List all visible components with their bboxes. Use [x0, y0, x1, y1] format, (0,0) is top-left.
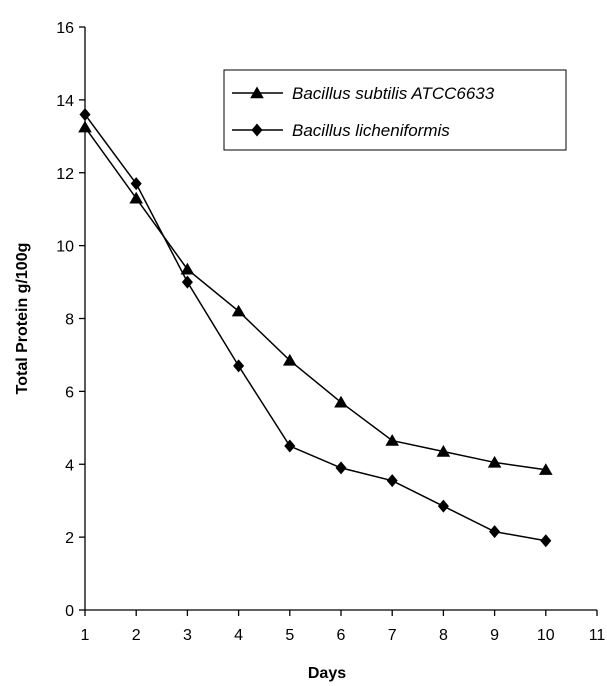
x-tick-label: 11	[589, 627, 606, 644]
data-point-triangle	[436, 444, 451, 457]
data-point-triangle	[334, 395, 348, 408]
data-point-diamond	[386, 474, 398, 488]
series-layer	[78, 107, 553, 548]
x-tick-label: 8	[439, 627, 448, 644]
data-point-diamond	[489, 525, 501, 539]
y-tick-label: 14	[56, 93, 74, 110]
x-tick-label: 6	[337, 627, 346, 644]
data-point-diamond	[130, 177, 142, 191]
y-tick-label: 16	[56, 20, 74, 37]
legend: Bacillus subtilis ATCC6633 Bacillus lich…	[223, 69, 567, 151]
data-point-diamond	[181, 275, 193, 289]
legend-entry-bacillus-subtilis: Bacillus subtilis ATCC6633	[232, 84, 495, 103]
data-point-triangle	[282, 353, 297, 366]
series-triangle	[78, 120, 553, 475]
y-tick-label: 2	[65, 530, 74, 547]
data-point-triangle	[538, 463, 553, 475]
y-tick-label: 12	[56, 166, 74, 183]
data-point-diamond	[437, 499, 449, 513]
legend-label: Bacillus licheniformis	[292, 121, 450, 140]
x-tick-label: 5	[285, 627, 294, 644]
data-point-diamond	[284, 439, 296, 453]
data-point-triangle	[180, 262, 195, 275]
data-point-diamond	[540, 534, 552, 548]
data-point-diamond	[233, 359, 245, 373]
data-point-triangle	[385, 434, 400, 446]
y-tick-label: 8	[65, 312, 74, 329]
data-point-triangle	[487, 455, 502, 468]
x-ticks: 1 2 3 4 5 6 7 8 9 10 11	[81, 610, 606, 644]
x-tick-label: 1	[81, 627, 90, 644]
y-axis-title: Total Protein g/100g	[14, 243, 31, 395]
y-tick-label: 6	[65, 384, 74, 401]
legend-entry-bacillus-licheniformis: Bacillus licheniformis	[232, 121, 450, 140]
x-tick-label: 3	[183, 627, 192, 644]
x-axis-title: Days	[308, 665, 346, 682]
x-tick-label: 9	[490, 627, 499, 644]
data-point-diamond	[79, 107, 91, 121]
data-point-triangle	[231, 304, 246, 317]
x-tick-label: 7	[388, 627, 397, 644]
data-point-diamond	[335, 461, 347, 475]
y-tick-label: 10	[56, 239, 74, 256]
series-line	[84, 126, 546, 471]
legend-label: Bacillus subtilis ATCC6633	[292, 84, 495, 103]
data-point-triangle	[129, 191, 144, 204]
series-diamond	[79, 107, 552, 548]
x-tick-label: 2	[132, 627, 141, 644]
series-line	[84, 114, 546, 542]
x-tick-label: 4	[234, 627, 243, 644]
legend-box	[223, 69, 567, 151]
y-tick-label: 4	[65, 457, 74, 474]
legend-marker-triangle	[250, 86, 264, 99]
legend-marker-diamond	[251, 123, 263, 137]
data-point-triangle	[78, 120, 92, 133]
y-tick-label: 0	[65, 603, 74, 620]
x-tick-label: 10	[537, 627, 555, 644]
y-ticks: 0 2 4 6 8 10 12 14 16	[56, 20, 85, 620]
